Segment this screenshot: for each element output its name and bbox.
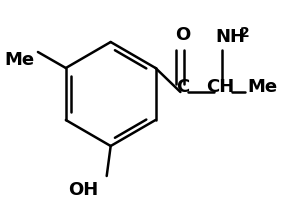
Text: NH: NH [215, 28, 245, 46]
Text: O: O [175, 26, 190, 44]
Text: C: C [176, 78, 189, 95]
Text: CH: CH [206, 78, 234, 95]
Text: Me: Me [4, 51, 34, 69]
Text: OH: OH [68, 180, 98, 198]
Text: Me: Me [247, 78, 277, 95]
Text: 2: 2 [240, 26, 250, 40]
